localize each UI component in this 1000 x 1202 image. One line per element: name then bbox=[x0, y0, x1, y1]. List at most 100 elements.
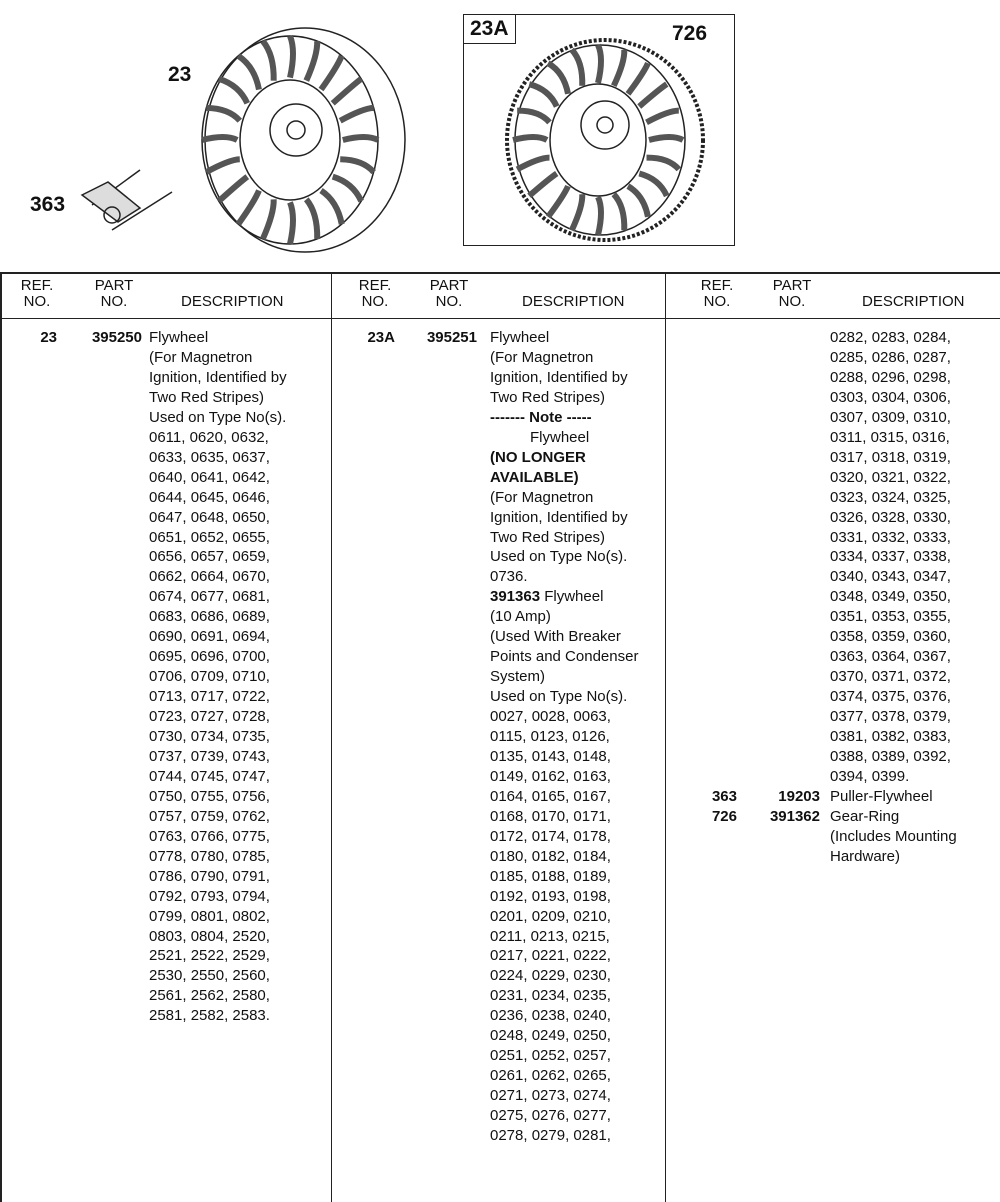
fan-fin bbox=[517, 107, 552, 125]
description-line: 0168, 0170, 0171, bbox=[490, 807, 611, 825]
fan-fin bbox=[611, 192, 628, 231]
fan-fin bbox=[545, 184, 571, 219]
description-line: 0374, 0375, 0376, bbox=[830, 688, 951, 706]
description-line: 0217, 0221, 0222, bbox=[490, 947, 611, 965]
description-line: Two Red Stripes) bbox=[490, 388, 606, 406]
fan-fin bbox=[235, 189, 262, 226]
header-ref-line2: NO. bbox=[703, 293, 731, 310]
description-line: (10 Amp) bbox=[490, 608, 551, 626]
fan-fin bbox=[260, 39, 277, 81]
description-line: 0323, 0324, 0325, bbox=[830, 488, 951, 506]
description-line: 0656, 0657, 0659, bbox=[149, 548, 270, 566]
callout-363: 363 bbox=[30, 193, 66, 216]
description-line: 0736. bbox=[490, 568, 528, 586]
description-line: (For Magnetron bbox=[490, 488, 594, 506]
description-line: 0763, 0766, 0775, bbox=[149, 827, 270, 845]
description-line: 0662, 0664, 0670, bbox=[149, 568, 270, 586]
ref-number: 23 bbox=[40, 329, 57, 346]
description-line: 0351, 0353, 0355, bbox=[830, 608, 951, 626]
header-ref-line2: NO. bbox=[361, 293, 389, 310]
description-line: ------- Note ----- bbox=[490, 408, 592, 426]
description-line: 0651, 0652, 0655, bbox=[149, 528, 270, 546]
description-line: 0786, 0790, 0791, bbox=[149, 867, 270, 885]
fan-fin bbox=[260, 199, 277, 241]
part-number: 395250 bbox=[91, 329, 142, 346]
header-part-line2: NO. bbox=[435, 293, 463, 310]
fan-fin bbox=[648, 134, 685, 143]
fan-fin bbox=[204, 156, 241, 175]
table-column: REF. NO. PART NO. DESCRIPTION 23 395250 Flywhee… bbox=[2, 274, 335, 1202]
description-line: 0271, 0273, 0274, bbox=[490, 1087, 611, 1105]
description-line: 0282, 0283, 0284, bbox=[830, 329, 951, 346]
description-line: 0394, 0399. bbox=[830, 767, 910, 785]
description-line: 0180, 0182, 0184, bbox=[490, 847, 611, 865]
description-line: 0164, 0165, 0167, bbox=[490, 787, 611, 805]
description-line: 0358, 0359, 0360, bbox=[830, 628, 951, 646]
fan-fin bbox=[330, 76, 364, 106]
description-line: 0231, 0234, 0235, bbox=[490, 987, 611, 1005]
description-line: 0803, 0804, 2520, bbox=[149, 927, 270, 945]
fan-fin bbox=[645, 107, 679, 126]
description-line: 0278, 0279, 0281, bbox=[490, 1127, 611, 1144]
fan-fin bbox=[626, 183, 651, 218]
callout-23: 23 bbox=[168, 63, 192, 86]
fan-fin bbox=[338, 104, 374, 124]
description-line: Flywheel bbox=[490, 329, 550, 346]
description-line: 0750, 0755, 0756, bbox=[149, 787, 270, 805]
description-line: 0261, 0262, 0265, bbox=[490, 1067, 611, 1085]
description-line: 0115, 0123, 0126, bbox=[490, 728, 610, 745]
description-line: 0633, 0635, 0637, bbox=[149, 448, 270, 466]
header-part-no: PART NO. bbox=[92, 278, 136, 310]
header-part-line1: PART bbox=[772, 277, 812, 294]
description-line: 0377, 0378, 0379, bbox=[830, 708, 951, 726]
description-line: 0149, 0162, 0163, bbox=[490, 767, 611, 785]
fan-fin bbox=[342, 134, 380, 143]
description-line: 0340, 0343, 0347, bbox=[830, 568, 951, 586]
description-line: 0317, 0318, 0319, bbox=[830, 448, 951, 466]
description-line: 0640, 0641, 0642, bbox=[149, 468, 270, 486]
description-line: Used on Type No(s). bbox=[490, 688, 628, 706]
parts-table: REF. NO. PART NO. DESCRIPTION 23 395250 Flywhee… bbox=[0, 272, 1000, 1202]
description-line: (NO LONGER bbox=[490, 448, 586, 466]
description-line: (For Magnetron bbox=[490, 348, 594, 366]
description-line: 391363 Flywheel bbox=[490, 588, 603, 605]
table-column: REF. NO. PART NO. DESCRIPTION 23A 395251 Flywhe… bbox=[335, 274, 668, 1202]
fan-fin bbox=[340, 156, 376, 175]
header-ref-line1: REF. bbox=[20, 277, 54, 294]
header-part-line1: PART bbox=[429, 277, 469, 294]
description-line: System) bbox=[490, 668, 546, 686]
header-description: DESCRIPTION bbox=[522, 293, 625, 310]
description-line: Hardware) bbox=[830, 847, 901, 865]
part-number: 395251 bbox=[426, 329, 477, 346]
description-line: 0331, 0332, 0333, bbox=[830, 528, 951, 546]
fan-fin bbox=[512, 134, 549, 143]
description-line: 0236, 0238, 0240, bbox=[490, 1007, 611, 1025]
ref-number: 363 bbox=[711, 787, 737, 805]
table-column: REF. NO. PART NO. DESCRIPTION 0282, 0283, 028… bbox=[668, 274, 1000, 1202]
description-line: (Used With Breaker bbox=[490, 628, 621, 646]
description-line: 0311, 0315, 0316, bbox=[830, 428, 950, 446]
flywheel-23a-drawing bbox=[505, 38, 705, 242]
header-description: DESCRIPTION bbox=[862, 293, 965, 310]
description-line: 0690, 0691, 0694, bbox=[149, 628, 270, 646]
description-line: 0251, 0252, 0257, bbox=[490, 1047, 611, 1065]
header-ref-no: REF. NO. bbox=[15, 278, 59, 310]
puller-363-drawing bbox=[80, 169, 173, 231]
description-line: Flywheel bbox=[149, 329, 209, 346]
description-line: 0201, 0209, 0210, bbox=[490, 907, 611, 925]
description-line: 0381, 0382, 0383, bbox=[830, 728, 951, 745]
alt-part-description: Flywheel bbox=[540, 588, 604, 606]
fan-fin bbox=[595, 195, 604, 236]
column-divider bbox=[665, 274, 666, 1202]
description-line: 0303, 0304, 0306, bbox=[830, 388, 951, 406]
description-line: Puller-Flywheel bbox=[830, 787, 933, 805]
description-line: 0730, 0734, 0735, bbox=[149, 728, 270, 745]
header-ref-line2: NO. bbox=[23, 293, 51, 310]
description-line: 0307, 0309, 0310, bbox=[830, 408, 951, 426]
flywheel-drawings bbox=[80, 27, 705, 253]
description-line: 0348, 0349, 0350, bbox=[830, 588, 951, 606]
description-line: 0275, 0276, 0277, bbox=[490, 1107, 611, 1125]
header-part-no: PART NO. bbox=[427, 278, 471, 310]
description-line: 2581, 2582, 2583. bbox=[149, 1007, 270, 1025]
header-divider bbox=[2, 318, 1000, 319]
